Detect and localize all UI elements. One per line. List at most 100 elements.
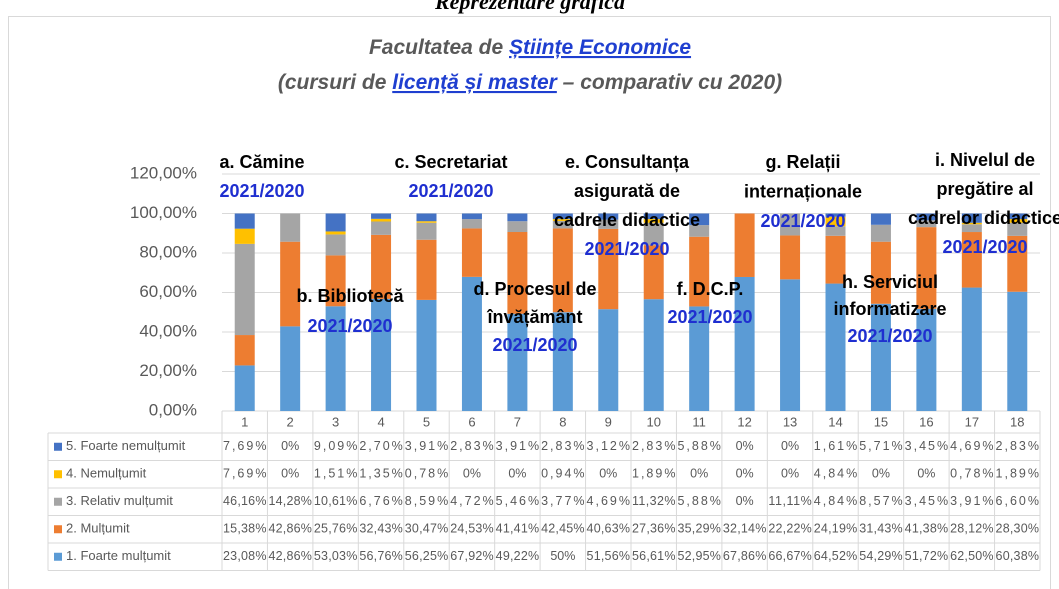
table-value: 64,52% (814, 549, 857, 563)
bar-segment (643, 299, 664, 411)
bar-segment (552, 228, 573, 313)
annotation-line: asigurată de (574, 181, 680, 201)
legend-label: 4. Nemulțumit (66, 466, 147, 481)
table-value: 42,45% (541, 522, 584, 536)
annotation-year: 2021/2020 (847, 326, 932, 346)
table-value: 28,12% (950, 522, 993, 536)
table-value: 32,43% (359, 522, 402, 536)
table-value: 52,95% (677, 549, 720, 563)
table-value: 42,86% (268, 522, 311, 536)
table-value: 2,83% (450, 439, 493, 453)
annotation-year: 2021/2020 (307, 316, 392, 336)
bar-segment (325, 213, 346, 232)
table-value: 60,38% (996, 549, 1039, 563)
bar-segment (552, 220, 573, 229)
x-tick-label: 10 (646, 414, 660, 429)
legend-swatch (54, 442, 62, 451)
table-value: 0,94% (541, 467, 584, 481)
table-value: 40,63% (587, 522, 630, 536)
bar-segment (689, 306, 710, 411)
bar-segment (461, 228, 482, 277)
bar-segment (1007, 219, 1028, 223)
table-value: 67,92% (450, 549, 493, 563)
x-tick-label: 4 (377, 414, 384, 429)
bar-segment (916, 227, 937, 309)
x-tick-label: 3 (332, 414, 339, 429)
table-value: 0% (736, 494, 754, 508)
table-value: 4,84% (814, 467, 857, 481)
y-tick-label: 0,00% (149, 400, 197, 419)
table-value: 4,72% (450, 494, 493, 508)
bar-segment (825, 213, 846, 217)
bar-segment (961, 213, 982, 223)
table-value: 1,35% (359, 467, 402, 481)
legend-label: 3. Relativ mulțumit (66, 493, 173, 508)
bar-segment (689, 213, 710, 226)
legend-swatch (54, 525, 62, 534)
table-value: 50% (550, 549, 575, 563)
legend-label: 2. Mulțumit (66, 521, 130, 536)
x-tick-label: 14 (828, 414, 842, 429)
table-value: 5,46% (496, 494, 539, 508)
annotation-line: b. Bibliotecă (296, 286, 404, 306)
table-value: 24,53% (450, 522, 493, 536)
annotation-year: 2021/2020 (942, 237, 1027, 257)
bar-segment (416, 239, 437, 300)
table-value: 53,03% (314, 549, 357, 563)
table-value: 0% (781, 467, 799, 481)
bar-segment (734, 213, 755, 277)
table-value: 31,43% (859, 522, 902, 536)
table-value: 3,12% (587, 439, 630, 453)
x-tick-label: 13 (783, 414, 797, 429)
bar-segment (916, 308, 937, 411)
table-value: 28,30% (996, 522, 1039, 536)
table-value: 0% (281, 467, 299, 481)
table-value: 6,76% (359, 494, 402, 508)
bar-segment (234, 365, 255, 411)
table-value: 0,78% (950, 467, 993, 481)
annotation-line: cadrelor didactice (908, 208, 1059, 228)
bar-segment (280, 241, 301, 327)
annotation-line: i. Nivelul de (935, 150, 1035, 170)
bar-segment (552, 312, 573, 411)
table-value: 25,76% (314, 522, 357, 536)
bar-segment (552, 219, 573, 221)
table-value: 22,22% (768, 522, 811, 536)
table-value: 2,83% (541, 439, 584, 453)
table-value: 32,14% (723, 522, 766, 536)
table-value: 3,91% (496, 439, 539, 453)
bar-segment (870, 303, 891, 411)
annotation-line: învățământ (486, 307, 582, 327)
annotation-line: internaționale (744, 181, 862, 201)
subtitle-part: – comparativ cu 2020) (557, 71, 782, 94)
annotation-year: 2021/2020 (667, 307, 752, 327)
bar-segment (643, 219, 664, 223)
table-value: 66,67% (768, 549, 811, 563)
bar-segment (689, 236, 710, 307)
y-tick-label: 100,00% (130, 203, 197, 222)
y-tick-label: 60,00% (139, 282, 197, 301)
table-value: 0% (281, 439, 299, 453)
table-value: 41,41% (496, 522, 539, 536)
table-value: 1,89% (632, 467, 675, 481)
bar-segment (780, 235, 801, 280)
x-tick-label: 18 (1010, 414, 1024, 429)
table-value: 0,78% (405, 467, 448, 481)
bar-segment (371, 218, 392, 222)
table-value: 51,56% (587, 549, 630, 563)
table-value: 14,28% (268, 494, 311, 508)
table-value: 67,86% (723, 549, 766, 563)
table-value: 7,69% (223, 467, 266, 481)
bar-segment (461, 219, 482, 229)
bar-segment (961, 232, 982, 288)
table-value: 1,51% (314, 467, 357, 481)
bar-segment (598, 309, 619, 411)
bar-segment (461, 276, 482, 411)
bar-segment (416, 213, 437, 222)
subtitle-part: (cursuri de (278, 71, 392, 94)
bar-segment (280, 326, 301, 411)
heading: Reprezentare grafică (434, 0, 625, 14)
table-value: 24,19% (814, 522, 857, 536)
title-part: Facultatea de (369, 36, 509, 59)
